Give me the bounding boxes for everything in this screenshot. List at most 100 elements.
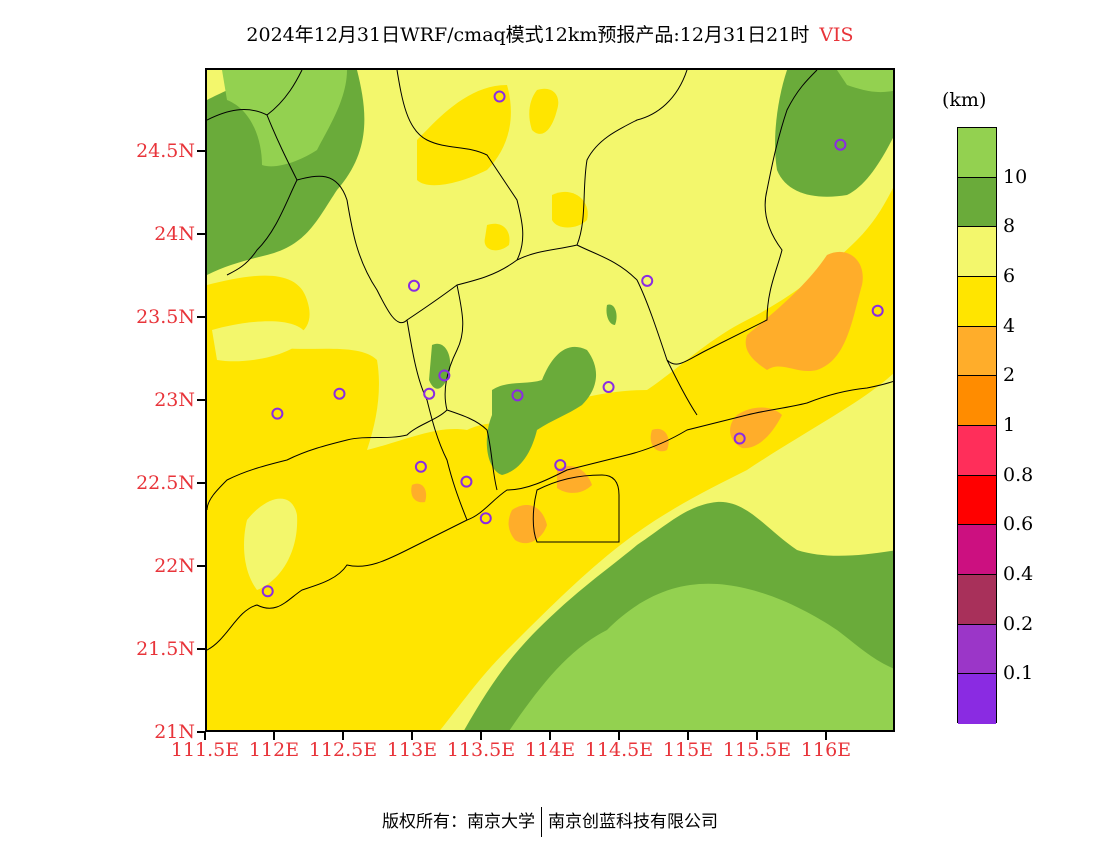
legend-swatch [958, 376, 996, 426]
lon-tick-label: 111.5E [170, 739, 240, 761]
station-marker [408, 279, 420, 292]
chart-title: 2024年12月31日WRF/cmaq模式12km预报产品:12月31日21时 V… [0, 20, 1100, 47]
field-8-10km-small-1 [429, 343, 451, 389]
lon-tick-label: 115.5E [722, 739, 792, 761]
field-10plus-nw [222, 70, 347, 167]
lat-tick-label: 21N [154, 721, 195, 743]
legend-swatch [958, 326, 996, 377]
lat-tick [197, 399, 205, 401]
station-marker [414, 460, 427, 473]
lat-tick-label: 21.5N [136, 638, 195, 660]
field-2-4km-center [508, 505, 547, 544]
lat-tick [197, 150, 205, 152]
coastline [207, 380, 893, 651]
field-10plus-sea [509, 583, 893, 730]
lat-tick [197, 565, 205, 567]
station-marker [460, 475, 473, 488]
legend-swatch [958, 277, 996, 327]
lat-tick-label: 23.5N [136, 306, 195, 328]
footer-separator [541, 807, 542, 837]
field-2-4km-small-2 [411, 483, 427, 503]
lon-tick [411, 732, 413, 740]
lon-tick-label: 112E [248, 739, 300, 761]
legend-label: 8 [1003, 215, 1016, 238]
legend-swatch [958, 475, 996, 526]
lon-tick [618, 732, 620, 740]
map-frame [205, 68, 895, 732]
field-2-4km-center-2 [557, 465, 592, 493]
station-marker [602, 381, 615, 394]
field-4-6km-north-1 [417, 85, 511, 186]
legend-swatch [958, 227, 996, 277]
field-4-6km-west [207, 187, 893, 730]
legend-swatch [958, 177, 996, 228]
lat-tick [197, 648, 205, 650]
station-marker [511, 389, 524, 402]
lon-tick [480, 732, 482, 740]
legend-swatch [958, 525, 996, 575]
lon-tick [549, 732, 551, 740]
legend-label: 4 [1003, 314, 1016, 337]
lon-tick [756, 732, 758, 740]
legend-unit: (km) [942, 89, 987, 111]
lat-tick-label: 22N [154, 555, 195, 577]
field-8-10km-ne [775, 70, 893, 197]
lon-tick [825, 732, 827, 740]
legend-label: 10 [1003, 165, 1028, 188]
field-8-10km-center [486, 346, 597, 475]
legend-swatch [958, 624, 996, 675]
station-marker [733, 432, 746, 445]
legend-label: 0.4 [1003, 563, 1034, 585]
field-10plus-ne [837, 70, 893, 93]
lat-tick-label: 22.5N [136, 472, 195, 494]
color-legend [957, 127, 997, 724]
field-6-8km-west-pocket [212, 321, 307, 362]
station-marker [479, 512, 492, 525]
legend-label: 0.2 [1003, 612, 1034, 635]
lon-tick-label: 112.5E [308, 739, 378, 761]
legend-label: 6 [1003, 265, 1016, 287]
lat-tick [197, 233, 205, 235]
station-marker [834, 138, 847, 151]
lon-tick-label: 113E [386, 739, 438, 761]
field-2-4km-se [730, 407, 782, 449]
station-marker [438, 369, 451, 382]
field-8-10km-small-2 [606, 304, 617, 325]
legend-swatch [958, 426, 996, 476]
lon-tick [204, 732, 206, 740]
lon-tick [687, 732, 689, 740]
lon-tick [342, 732, 344, 740]
field-4-6km-north-2 [529, 88, 559, 134]
legend-swatch [958, 575, 996, 625]
legend-label: 0.6 [1003, 513, 1034, 536]
footer-left: 版权所有：南京大学 [382, 812, 535, 832]
station-marker [641, 274, 654, 287]
legend-swatch [958, 128, 996, 178]
station-marker [423, 387, 436, 400]
lat-tick [197, 482, 205, 484]
footer-right: 南京创蓝科技有限公司 [548, 812, 718, 832]
lon-tick-label: 115E [662, 739, 714, 761]
legend-label: 1 [1003, 414, 1016, 436]
station-marker [554, 459, 567, 472]
legend-label: 0.1 [1003, 662, 1034, 685]
lat-tick [197, 731, 205, 733]
lon-tick [273, 732, 275, 740]
field-2-4km-east [745, 251, 863, 372]
monitoring-stations [261, 90, 884, 598]
title-variable: VIS [819, 24, 854, 46]
shenzhen-boundary [532, 474, 620, 543]
title-main: 2024年12月31日WRF/cmaq模式12km预报产品:12月31日21时 [246, 24, 810, 46]
province-borders [207, 70, 818, 521]
station-marker [271, 407, 284, 420]
station-marker [871, 304, 884, 317]
lat-tick [197, 316, 205, 318]
legend-label: 2 [1003, 364, 1016, 387]
legend-label: 0.8 [1003, 463, 1034, 486]
field-6-8km-sw-pocket [244, 498, 298, 590]
legend-swatch [958, 674, 996, 724]
field-4-6km-north-4 [484, 223, 510, 251]
lon-tick-label: 116E [800, 739, 852, 761]
lon-tick-label: 114E [524, 739, 576, 761]
lat-tick-label: 24.5N [136, 140, 195, 162]
